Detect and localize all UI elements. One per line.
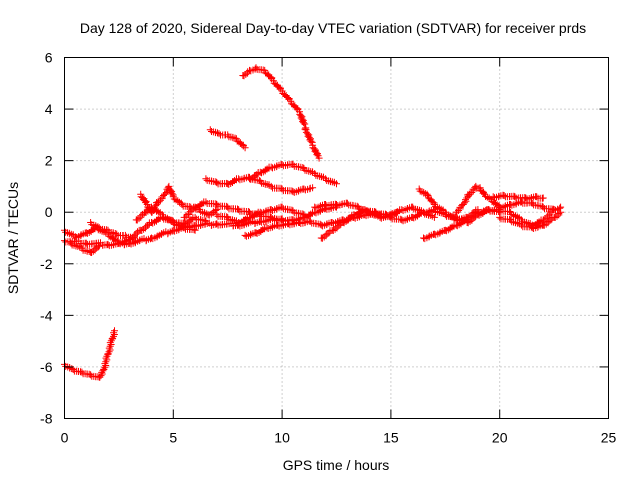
grid-lines: [64, 57, 609, 419]
x-tick-label: 5: [169, 430, 177, 446]
data-series-arc-9: [213, 203, 308, 227]
y-tick-label: -8: [40, 411, 53, 427]
x-tick-label: 20: [492, 430, 508, 446]
y-tick-label: 2: [45, 153, 53, 169]
plot-area-border: [64, 57, 609, 419]
data-series-arc-20: [452, 182, 558, 216]
data-series-arc-7: [132, 203, 199, 234]
y-tick-label: 4: [45, 101, 53, 117]
x-tick-label: 25: [601, 430, 617, 446]
data-series-arc-22: [489, 191, 547, 203]
y-tick-label: 0: [45, 204, 53, 220]
y-tick-label: -6: [40, 359, 53, 375]
y-tick-label: -2: [40, 256, 53, 272]
data-series-arc-23: [496, 208, 565, 232]
x-axis-title: GPS time / hours: [283, 457, 390, 473]
data-series-arc-13: [206, 126, 249, 152]
x-tick-label: 15: [383, 430, 399, 446]
data-series-arc-11: [246, 160, 340, 188]
y-axis-ticks: -8 -6 -4 -2 0 2 4 6: [40, 50, 609, 427]
x-axis-ticks: 0 5 10 15 20 25: [61, 57, 617, 446]
y-tick-label: 6: [45, 50, 53, 66]
chart-title: Day 128 of 2020, Sidereal Day-to-day VTE…: [80, 20, 586, 36]
data-series-arc-21: [463, 203, 565, 230]
x-tick-label: 10: [274, 430, 290, 446]
data-series-arc-4: [67, 239, 103, 256]
data-points: [61, 64, 565, 381]
data-series-arc-12: [239, 64, 323, 162]
y-axis-title: SDTVAR / TECUs: [5, 182, 21, 294]
x-tick-label: 0: [61, 430, 69, 446]
data-series-arc-5: [87, 219, 138, 242]
y-tick-label: -4: [40, 307, 53, 323]
